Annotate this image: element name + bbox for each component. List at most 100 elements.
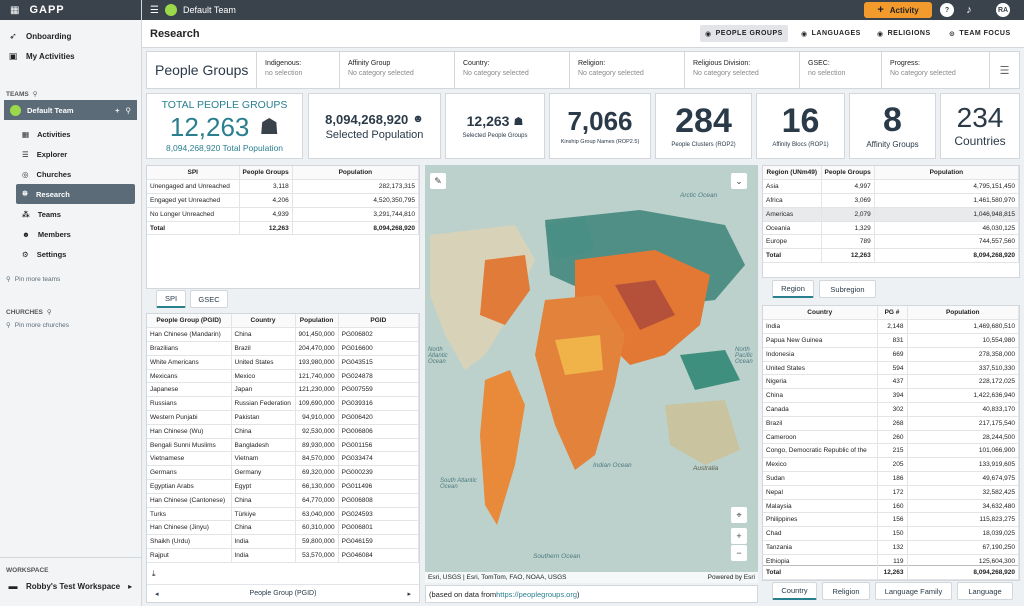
table-row[interactable]: United States 594 337,510,330: [763, 361, 1019, 376]
help-icon[interactable]: ?: [940, 3, 954, 17]
table-row[interactable]: Philippines 156 115,823,275: [763, 512, 1019, 528]
tab-language-family[interactable]: Language Family: [875, 582, 952, 600]
table-row[interactable]: Rajput India 53,570,000 PG046084: [147, 548, 419, 563]
map-edit-icon[interactable]: ✎: [430, 173, 446, 189]
sidebar-item-members[interactable]: ☻ Members: [22, 229, 71, 239]
filter-religion[interactable]: Religion: No category selected: [570, 52, 685, 88]
filter-country[interactable]: Country: No category selected: [455, 52, 570, 88]
table-row[interactable]: Canada 302 40,833,170: [763, 402, 1019, 417]
table-row[interactable]: Western Punjabi Pakistan 94,910,000 PG00642…: [147, 410, 419, 425]
table-row[interactable]: Nigeria 437 228,172,025: [763, 374, 1019, 390]
pin-icon[interactable]: ⚲: [46, 309, 52, 316]
table-row[interactable]: Han Chinese (Jinyu) China 60,310,000 PG0068…: [147, 520, 419, 536]
tab-gsec[interactable]: GSEC: [190, 290, 228, 308]
tab-religion[interactable]: Religion: [822, 582, 870, 600]
table-row[interactable]: Oceania 1,329 46,030,125: [763, 221, 1019, 236]
table-row[interactable]: Sudan 186 49,674,975: [763, 471, 1019, 486]
table-row[interactable]: Nepal 172 32,582,425: [763, 485, 1019, 500]
filter-gsec[interactable]: GSEC: no selection: [800, 52, 882, 88]
chevron-down-icon[interactable]: ⌄: [731, 173, 747, 189]
table-row[interactable]: Russians Russian Federation 109,690,000 PG0…: [147, 396, 419, 412]
apps-grid-icon[interactable]: ▦: [10, 4, 20, 16]
sidebar-my-activities[interactable]: ▣ My Activities: [8, 50, 75, 61]
sidebar-item-settings[interactable]: ⚙ Settings: [22, 249, 67, 259]
tab-region[interactable]: Region: [772, 280, 814, 298]
tab-team-focus[interactable]: ⊙ TEAM FOCUS: [949, 30, 1011, 38]
map-oceania: [680, 350, 740, 390]
filter-indigenous[interactable]: Indigenous: no selection: [257, 52, 340, 88]
sidebar-item-teams[interactable]: ⁂ Teams: [22, 209, 61, 219]
filter-affinity-group[interactable]: Affinity Group No category selected: [340, 52, 455, 88]
tab-people-groups[interactable]: ◉ PEOPLE GROUPS: [700, 25, 788, 42]
table-row[interactable]: China 394 1,422,636,940: [763, 388, 1019, 404]
table-row[interactable]: Mexicans Mexico 121,740,000 PG024878: [147, 369, 419, 384]
table-row[interactable]: Han Chinese (Wu) China 92,530,000 PG006806: [147, 424, 419, 439]
table-row[interactable]: Vietnamese Vietnam 84,570,000 PG033474: [147, 451, 419, 467]
tab-spi[interactable]: SPI: [156, 290, 186, 308]
tab-language[interactable]: Language: [957, 582, 1013, 600]
table-row[interactable]: Tanzania 132 67,190,250: [763, 540, 1019, 555]
tab-subregion[interactable]: Subregion: [819, 280, 876, 298]
table-row[interactable]: Bengali Sunni Muslims Bangladesh 89,930,00…: [147, 438, 419, 453]
table-row[interactable]: Mexico 205 133,919,605: [763, 457, 1019, 473]
activity-button[interactable]: + Activity: [864, 2, 932, 18]
tab-languages[interactable]: ◉ LANGUAGES: [801, 30, 861, 38]
pin-more-teams[interactable]: ⚲ Pin more teams: [6, 275, 61, 284]
filter-progress[interactable]: Progress: No category selected: [882, 52, 990, 88]
app-logo[interactable]: GAPP: [29, 4, 65, 16]
world-map[interactable]: ✎ ⌄ Arctic Ocean North Atlantic Ocean In…: [425, 165, 758, 583]
table-row[interactable]: Germans Germany 69,320,000 PG000239: [147, 465, 419, 481]
table-row[interactable]: Japanese Japan 121,230,000 PG007559: [147, 382, 419, 398]
table-row[interactable]: Egyptian Arabs Egypt 66,130,000 PG011496: [147, 479, 419, 494]
table-row[interactable]: Han Chinese (Cantonese) China 64,770,000 PG…: [147, 493, 419, 508]
locate-icon[interactable]: ⌖: [731, 507, 747, 523]
sidebar-item-explorer[interactable]: ☰ Explorer: [22, 149, 68, 159]
user-avatar[interactable]: RA: [996, 3, 1010, 17]
table-row[interactable]: Han Chinese (Mandarin) China 901,450,000 PG…: [147, 327, 419, 343]
sidebar-onboarding[interactable]: ➶ Onboarding: [9, 30, 72, 41]
table-row[interactable]: Brazil 268 217,175,540: [763, 416, 1019, 431]
table-row[interactable]: Americas 2,079 1,046,948,815: [763, 207, 1019, 222]
sidebar-item-activities[interactable]: ▦ Activities: [22, 129, 71, 139]
table-row[interactable]: Engaged yet Unreached 4,206 4,520,350,795: [147, 193, 419, 208]
collapse-menu-icon[interactable]: ☰: [150, 4, 159, 16]
table-row[interactable]: No Longer Unreached 4,939 3,291,744,810: [147, 207, 419, 222]
peoplegroups-link[interactable]: https://peoplegroups.org: [496, 589, 578, 599]
table-row[interactable]: India 2,148 1,469,680,510: [763, 319, 1019, 335]
table-header: SPI People Groups Population: [147, 166, 419, 181]
bell-icon[interactable]: ♪: [966, 4, 972, 16]
scroll-right-icon[interactable]: ▸: [407, 590, 411, 598]
table-row[interactable]: Chad 150 18,039,025: [763, 526, 1019, 542]
table-row[interactable]: Turks Türkiye 63,040,000 PG024593: [147, 507, 419, 522]
table-row[interactable]: Papua New Guinea 831 10,554,980: [763, 333, 1019, 348]
unpin-icon[interactable]: ⚲: [125, 105, 132, 115]
table-row[interactable]: Malaysia 160 34,632,480: [763, 499, 1019, 514]
table-row[interactable]: Africa 3,069 1,461,580,970: [763, 193, 1019, 208]
table-row[interactable]: Congo, Democratic Republic of the 215 101,…: [763, 443, 1019, 459]
table-row[interactable]: Asia 4,997 4,795,151,450: [763, 179, 1019, 195]
zoom-out-icon[interactable]: −: [731, 545, 747, 561]
scroll-left-icon[interactable]: ◂: [155, 590, 159, 598]
table-row[interactable]: Shaikh (Urdu) India 59,800,000 PG046159: [147, 534, 419, 550]
table-row[interactable]: Europe 789 744,557,560: [763, 234, 1019, 250]
filter-menu-icon[interactable]: ☰: [999, 64, 1010, 77]
pin-icon[interactable]: ⚲: [32, 91, 38, 98]
table-row[interactable]: Unengaged and Unreached 3,118 282,173,315: [147, 179, 419, 195]
filter-religious-division[interactable]: Religious Division: No category selected: [685, 52, 800, 88]
current-team[interactable]: Default Team: [182, 5, 236, 15]
sidebar-item-research[interactable]: ⛯ Research: [16, 184, 135, 204]
table-row[interactable]: Indonesia 669 278,358,000: [763, 347, 1019, 362]
zoom-in-icon[interactable]: +: [731, 528, 747, 544]
churches-section-label: CHURCHES ⚲: [6, 308, 52, 317]
pin-more-churches[interactable]: ⚲ Pin more churches: [6, 321, 69, 330]
table-row[interactable]: Cameroon 260 28,244,500: [763, 430, 1019, 445]
workspace-switcher[interactable]: ▬ Robby's Test Workspace ▸: [8, 581, 133, 591]
download-icon[interactable]: ⤓: [152, 569, 156, 578]
table-row[interactable]: White Americans United States 193,980,000 P…: [147, 355, 419, 370]
add-icon[interactable]: +: [115, 105, 120, 115]
tab-country[interactable]: Country: [772, 582, 817, 600]
team-default[interactable]: Default Team + ⚲: [4, 100, 137, 120]
table-row[interactable]: Brazilians Brazil 204,470,000 PG016600: [147, 341, 419, 356]
tab-religions[interactable]: ◉ RELIGIONS: [877, 30, 931, 38]
sidebar-item-churches[interactable]: ◎ Churches: [22, 169, 72, 179]
